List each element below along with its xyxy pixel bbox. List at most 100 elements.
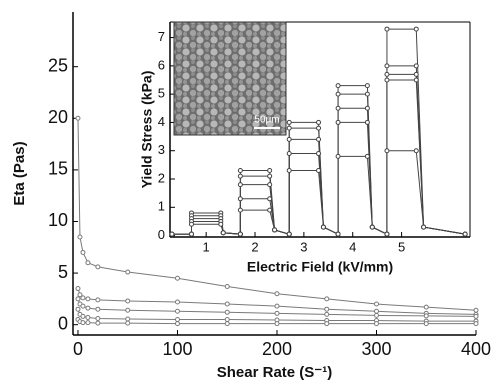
data-point bbox=[238, 174, 242, 178]
data-point bbox=[414, 72, 418, 76]
y-tick-label: 20 bbox=[48, 107, 68, 127]
data-point bbox=[238, 169, 242, 173]
data-point bbox=[96, 265, 100, 269]
data-point bbox=[175, 309, 179, 313]
data-point bbox=[268, 174, 272, 178]
data-point bbox=[126, 270, 130, 274]
data-point bbox=[221, 231, 225, 235]
data-point bbox=[273, 228, 277, 232]
data-point bbox=[175, 322, 179, 326]
data-point bbox=[96, 298, 100, 302]
data-point bbox=[275, 292, 279, 296]
data-point bbox=[86, 306, 90, 310]
data-point bbox=[268, 197, 272, 201]
y-tick-label: 2 bbox=[158, 170, 165, 185]
x-tick-label: 300 bbox=[361, 339, 391, 359]
data-point bbox=[78, 235, 82, 239]
data-point bbox=[96, 307, 100, 311]
data-point bbox=[268, 183, 272, 187]
data-point bbox=[414, 64, 418, 68]
data-point bbox=[385, 78, 389, 82]
data-point bbox=[175, 300, 179, 304]
data-point bbox=[336, 106, 340, 110]
data-point bbox=[374, 313, 378, 317]
data-point bbox=[365, 106, 369, 110]
data-point bbox=[336, 84, 340, 88]
data-point bbox=[126, 317, 130, 321]
data-point bbox=[325, 322, 329, 326]
data-point bbox=[422, 225, 426, 229]
data-point bbox=[414, 149, 418, 153]
data-point bbox=[414, 27, 418, 31]
data-point bbox=[96, 321, 100, 325]
x-tick-label: 5 bbox=[398, 239, 405, 254]
y-tick-label: 0 bbox=[58, 313, 68, 333]
data-point bbox=[385, 149, 389, 153]
data-point bbox=[287, 137, 291, 141]
data-point bbox=[76, 116, 80, 120]
data-point bbox=[385, 64, 389, 68]
data-point bbox=[219, 222, 223, 226]
data-point bbox=[81, 296, 85, 300]
data-point bbox=[238, 183, 242, 187]
data-point bbox=[336, 92, 340, 96]
data-point bbox=[225, 322, 229, 326]
y-axis-label: Eta (Pas) bbox=[11, 141, 28, 205]
data-point bbox=[126, 299, 130, 303]
data-point bbox=[424, 322, 428, 326]
data-point bbox=[317, 152, 321, 156]
x-tick-label: 100 bbox=[162, 339, 192, 359]
data-point bbox=[189, 232, 193, 236]
data-point bbox=[81, 250, 85, 254]
data-point bbox=[317, 126, 321, 130]
data-point bbox=[268, 169, 272, 173]
y-tick-label: 4 bbox=[158, 114, 165, 129]
data-point bbox=[86, 321, 90, 325]
x-tick-label: 4 bbox=[349, 239, 356, 254]
x-tick-label: 1 bbox=[203, 239, 210, 254]
data-point bbox=[275, 311, 279, 315]
data-point bbox=[414, 78, 418, 82]
figure: 01002003004000510152025Shear Rate (S⁻¹)E… bbox=[0, 0, 496, 383]
x-tick-label: 200 bbox=[262, 339, 292, 359]
data-point bbox=[474, 322, 478, 326]
data-point bbox=[325, 312, 329, 316]
data-point bbox=[463, 232, 467, 236]
y-tick-label: 3 bbox=[158, 142, 165, 157]
data-point bbox=[385, 232, 389, 236]
data-point bbox=[175, 318, 179, 322]
x-tick-label: 0 bbox=[73, 339, 83, 359]
y-tick-label: 6 bbox=[158, 57, 165, 72]
data-point bbox=[287, 232, 291, 236]
data-point bbox=[365, 84, 369, 88]
data-point bbox=[86, 261, 90, 265]
data-point bbox=[126, 321, 130, 325]
x-axis-label: Shear Rate (S⁻¹) bbox=[217, 364, 332, 381]
data-point bbox=[170, 232, 174, 236]
x-tick-label: 400 bbox=[461, 339, 491, 359]
x-axis-label: Electric Field (kV/mm) bbox=[247, 259, 393, 275]
data-point bbox=[86, 297, 90, 301]
data-point bbox=[365, 154, 369, 158]
data-point bbox=[474, 308, 478, 312]
data-point bbox=[474, 314, 478, 318]
data-point bbox=[336, 154, 340, 158]
data-point bbox=[86, 315, 90, 319]
data-point bbox=[385, 27, 389, 31]
data-point bbox=[317, 169, 321, 173]
data-point bbox=[238, 208, 242, 212]
data-point bbox=[374, 302, 378, 306]
y-tick-label: 10 bbox=[48, 210, 68, 230]
y-tick-label: 0 bbox=[158, 227, 165, 242]
data-point bbox=[370, 225, 374, 229]
data-point bbox=[325, 307, 329, 311]
data-point bbox=[287, 152, 291, 156]
data-point bbox=[374, 322, 378, 326]
data-point bbox=[424, 314, 428, 318]
data-point bbox=[317, 137, 321, 141]
data-point bbox=[238, 232, 242, 236]
data-point bbox=[374, 309, 378, 313]
data-point bbox=[96, 316, 100, 320]
data-point bbox=[365, 92, 369, 96]
y-axis-label: Yield Stress (kPa) bbox=[139, 71, 155, 189]
